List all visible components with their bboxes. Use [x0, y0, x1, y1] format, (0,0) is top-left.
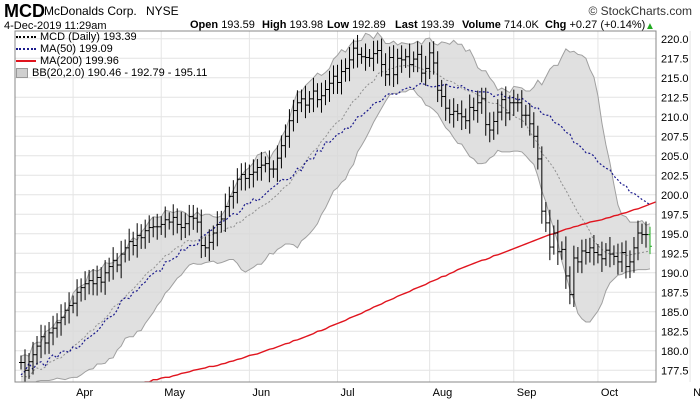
last-label: Last	[395, 19, 418, 31]
y-tick-label: 200.0	[661, 190, 689, 202]
high-quote: High 193.98	[262, 19, 323, 31]
y-tick-label: 215.0	[661, 73, 689, 85]
x-tick-label: May	[164, 387, 185, 399]
change-label: Chg	[545, 19, 567, 31]
change-up-icon: ▲	[645, 21, 655, 32]
y-tick-label: 185.0	[661, 307, 689, 319]
price-swatch-icon	[16, 36, 36, 39]
y-tick-label: 190.0	[661, 268, 689, 280]
plot-frame	[14, 30, 657, 383]
y-tick-label: 202.5	[661, 170, 689, 182]
legend-bb-label: BB(20,2.0) 190.46 - 192.79 - 195.11	[32, 67, 208, 79]
x-tick-label: Nov	[693, 387, 700, 399]
x-tick-label: Jul	[341, 387, 355, 399]
ma50-line	[20, 82, 651, 376]
y-tick-label: 205.0	[661, 151, 689, 163]
y-tick-label: 197.5	[661, 209, 689, 221]
bb-band-area	[21, 32, 650, 382]
x-tick-label: Aug	[433, 387, 453, 399]
last-quote: Last 193.39	[395, 19, 454, 31]
y-tick-label: 177.5	[661, 365, 689, 377]
y-tick-label: 192.5	[661, 248, 689, 260]
ma200-swatch-icon	[16, 60, 36, 63]
x-tick-label: Jun	[252, 387, 270, 399]
open-label: Open	[190, 19, 219, 31]
volume-quote: Volume 714.0K	[462, 19, 539, 31]
y-tick-label: 180.0	[661, 346, 689, 358]
plot-area	[19, 31, 656, 382]
ma200-line	[141, 201, 656, 382]
quote-datetime: 4-Dec-2019 11:29am	[4, 20, 107, 32]
bb-middle-line	[21, 64, 651, 378]
brand-watermark: © StockCharts.com	[588, 4, 692, 18]
high-value: 193.98	[289, 19, 324, 31]
last-value: 193.39	[420, 19, 455, 31]
low-label: Low	[327, 19, 349, 31]
open-value: 193.59	[221, 19, 255, 31]
change-value: +0.27 (+0.14%)	[569, 19, 646, 31]
bb-lower-line	[34, 89, 651, 382]
y-tick-label: 210.0	[661, 112, 689, 124]
low-quote: Low 192.89	[327, 19, 386, 31]
legend-ma200: MA(200) 199.96	[16, 55, 119, 67]
high-label: High	[262, 19, 287, 31]
legend-ma50: MA(50) 199.09	[16, 43, 113, 55]
y-tick-label: 207.5	[661, 131, 689, 143]
ma50-swatch-icon	[16, 48, 36, 51]
legend-bb: BB(20,2.0) 190.46 - 192.79 - 195.11	[16, 67, 207, 79]
x-tick-label: Oct	[601, 387, 618, 399]
volume-value: 714.0K	[503, 19, 539, 31]
y-tick-label: 217.5	[661, 53, 689, 65]
bb-swatch-icon	[16, 68, 28, 79]
ticker-symbol: MCD	[4, 1, 45, 21]
legend-price-label: MCD (Daily) 193.39	[40, 31, 137, 43]
low-value: 192.89	[352, 19, 386, 31]
legend-price: MCD (Daily) 193.39	[16, 31, 137, 43]
open-quote: Open 193.59	[190, 19, 255, 31]
volume-label: Volume	[462, 19, 501, 31]
bb-upper-line	[20, 31, 651, 357]
company-name: McDonalds Corp.	[44, 4, 137, 18]
legend-ma200-label: MA(200) 199.96	[40, 55, 119, 67]
x-tick-label: Apr	[76, 387, 93, 399]
y-tick-label: 212.5	[661, 92, 689, 104]
y-tick-label: 220.0	[661, 34, 689, 46]
x-tick-label: Sep	[517, 387, 537, 399]
y-tick-label: 187.5	[661, 287, 689, 299]
exchange-name: NYSE	[146, 4, 179, 18]
change-quote: Chg +0.27 (+0.14%)	[545, 19, 645, 31]
y-tick-label: 195.0	[661, 229, 689, 241]
y-tick-label: 182.5	[661, 326, 689, 338]
legend-ma50-label: MA(50) 199.09	[40, 43, 113, 55]
